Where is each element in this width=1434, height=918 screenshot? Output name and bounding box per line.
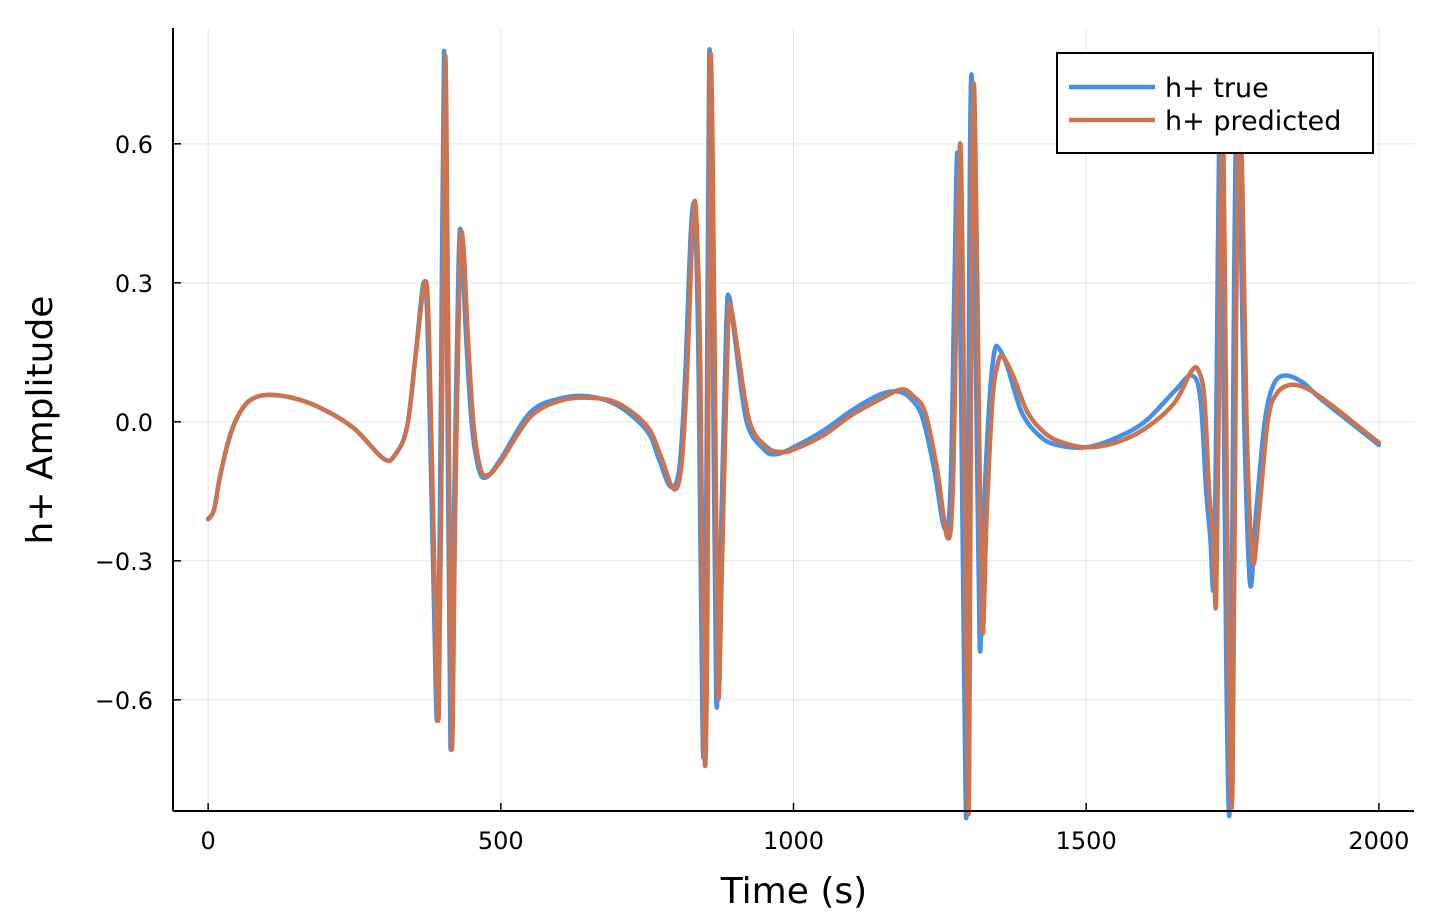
y-tick-label: 0.0 xyxy=(115,409,153,437)
x-tick-label: 500 xyxy=(478,827,524,855)
x-tick-label: 1000 xyxy=(763,827,824,855)
legend-box xyxy=(1056,52,1374,154)
x-tick-label: 0 xyxy=(200,827,215,855)
y-tick-label: 0.3 xyxy=(115,270,153,298)
y-tick-label: −0.6 xyxy=(95,687,153,715)
legend-label: h+ predicted xyxy=(1165,106,1341,137)
series-line-predicted xyxy=(205,51,1382,817)
y-tick-label: −0.3 xyxy=(95,548,153,576)
axes xyxy=(172,28,1414,812)
legend-label: h+ true xyxy=(1165,73,1269,104)
y-axis-title: h+ Amplitude xyxy=(20,296,61,545)
x-axis-title: Time (s) xyxy=(720,871,867,912)
x-tick-label: 2000 xyxy=(1348,827,1409,855)
x-tick-label: 1500 xyxy=(1056,827,1117,855)
y-tick-label: 0.6 xyxy=(115,131,153,159)
tick-labels: 0 500 1000 1500 2000 −0.6 −0.3 0.0 0.3 0.6 xyxy=(95,131,1410,855)
